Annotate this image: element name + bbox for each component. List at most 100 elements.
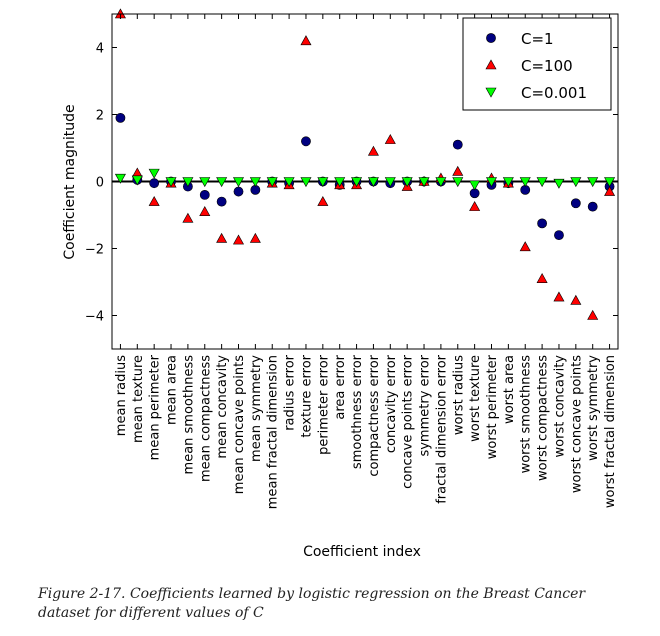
point-series0-28	[587, 201, 598, 212]
point-series0-27	[570, 198, 581, 209]
point-series0-26	[554, 230, 564, 240]
coefficient-chart: −4 −2 0 2 4 mean radius mean texture mean peri…	[62, 8, 619, 560]
point-series0-0	[115, 112, 126, 123]
x-tick-label: compactness error	[367, 354, 382, 476]
point-series0-7	[233, 186, 244, 197]
point-series2-26	[553, 178, 565, 189]
series-2	[114, 168, 616, 191]
point-series1-28	[587, 309, 599, 320]
x-tick-label: mean concave points	[232, 355, 247, 494]
point-series2-19	[435, 177, 447, 188]
point-series2-3	[165, 177, 177, 188]
x-tick-label: concavity error	[384, 354, 399, 453]
point-series2-20	[452, 177, 464, 188]
x-tick-label: mean perimeter	[148, 354, 163, 460]
point-series2-27	[570, 177, 582, 188]
y-tick-label: 0	[96, 176, 104, 191]
point-series1-2	[148, 195, 160, 206]
figure-caption: Figure 2-17. Coefficients learned by log…	[38, 586, 586, 621]
point-series2-12	[317, 177, 329, 188]
point-series1-25	[536, 273, 548, 283]
point-series1-8	[249, 232, 261, 243]
point-series2-8	[249, 177, 261, 188]
legend-marker-1	[485, 59, 497, 70]
point-series0-11	[301, 136, 311, 147]
point-series0-25	[537, 218, 547, 229]
point-series2-1	[131, 175, 143, 186]
x-tick-label: fractal dimension error	[434, 354, 449, 503]
x-tick-label: worst area	[502, 355, 517, 424]
x-tick-label: worst texture	[468, 355, 483, 442]
point-series2-5	[199, 177, 211, 188]
point-series2-7	[232, 177, 245, 188]
x-tick-label: symmetry error	[418, 354, 433, 456]
point-series1-29	[604, 185, 616, 196]
point-series2-29	[604, 177, 616, 188]
x-tick-label: worst smoothness	[519, 355, 534, 474]
point-series1-15	[367, 145, 379, 156]
point-series1-11	[300, 35, 312, 46]
point-series2-10	[283, 177, 295, 188]
point-series2-16	[384, 177, 396, 188]
point-series2-13	[334, 177, 346, 188]
point-series2-17	[401, 177, 413, 188]
x-tick-label: worst compactness	[536, 355, 551, 481]
point-series1-20	[452, 165, 464, 176]
point-series2-21	[469, 180, 481, 191]
y-tick-label: −4	[85, 310, 104, 325]
point-series1-6	[216, 232, 228, 243]
point-series2-6	[216, 177, 228, 188]
point-series1-7	[232, 234, 245, 245]
x-axis-label: Coefficient index	[303, 544, 421, 560]
x-tick-label: mean symmetry	[249, 355, 264, 462]
point-series1-27	[570, 294, 582, 305]
x-tick-label: mean concavity	[215, 355, 230, 459]
x-tick-label: worst concave points	[569, 355, 584, 493]
point-series2-24	[519, 177, 531, 188]
x-tick-label: smoothness error	[350, 354, 365, 469]
x-tick-label: mean fractal dimension	[266, 355, 281, 509]
x-tick-label: mean texture	[131, 355, 146, 443]
point-series2-18	[418, 177, 430, 188]
x-tick-label: worst radius	[451, 355, 466, 435]
x-tick-label: perimeter error	[316, 354, 331, 455]
x-tick-label: worst perimeter	[485, 354, 500, 459]
legend-label-2: C=0.001	[521, 84, 587, 102]
x-tick-label: texture error	[299, 354, 314, 437]
point-series2-15	[367, 177, 379, 188]
point-series1-5	[199, 206, 211, 216]
legend-marker-2	[485, 87, 497, 98]
point-series1-12	[317, 195, 329, 206]
point-series2-28	[587, 177, 599, 188]
x-tick-label: area error	[333, 354, 348, 419]
point-series2-0	[114, 173, 126, 184]
point-series2-22	[485, 177, 498, 188]
y-tick-label: 4	[96, 42, 104, 57]
point-series1-21	[469, 201, 481, 211]
point-series2-4	[182, 177, 194, 188]
point-series1-16	[384, 134, 396, 144]
point-series1-4	[182, 212, 194, 223]
point-series0-20	[452, 139, 463, 150]
x-tick-label: worst fractal dimension	[603, 355, 618, 508]
point-series0-2	[149, 178, 160, 189]
x-tick-label: worst symmetry	[586, 355, 601, 461]
point-series2-2	[148, 168, 160, 179]
point-series2-14	[351, 177, 363, 188]
y-tick-label: 2	[96, 109, 104, 124]
point-series2-9	[266, 177, 278, 188]
point-series2-11	[300, 177, 312, 188]
x-tick-label: worst concavity	[552, 355, 567, 458]
y-tick-label: −2	[85, 243, 104, 258]
legend-label-1: C=100	[521, 57, 573, 75]
x-tick-label: radius error	[283, 354, 298, 430]
point-series1-26	[553, 291, 565, 302]
y-axis-label: Coefficient magnitude	[62, 104, 78, 259]
legend-label-0: C=1	[521, 30, 554, 48]
legend: C=1 C=100 C=0.001	[462, 17, 612, 111]
point-series2-23	[502, 177, 514, 188]
x-tick-label: mean smoothness	[181, 355, 196, 475]
point-series1-24	[519, 241, 531, 252]
x-tick-label: concave points error	[401, 354, 416, 488]
x-tick-label: mean area	[165, 355, 180, 425]
